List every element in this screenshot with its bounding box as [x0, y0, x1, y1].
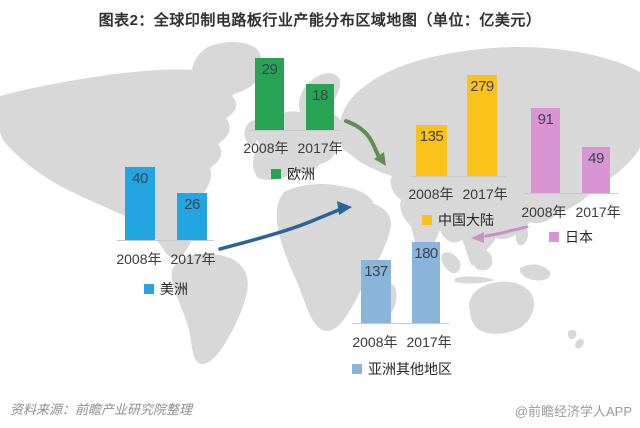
arrowhead-americas-to-asia: [337, 201, 352, 215]
legend-swatch: [549, 232, 559, 242]
year-label-2008: 2008年: [521, 204, 567, 220]
year-labels: 2008年 2017年: [113, 249, 219, 269]
continent-australia: [469, 281, 534, 334]
page-title: 图表2：全球印制电路板行业产能分布区域地图（单位：亿美元）: [98, 12, 542, 29]
bar-value: 137: [364, 263, 388, 280]
legend-label: 亚洲其他地区: [368, 361, 452, 377]
americas-chart-group: 40 26 2008年 2017年 美洲: [113, 167, 219, 297]
arrow-japan-to-china: [484, 225, 529, 238]
year-label-2017: 2017年: [297, 140, 343, 156]
bar-value: 49: [588, 150, 604, 167]
legend-swatch: [422, 215, 432, 225]
china-chart-group: 135 279 2008年 2017年 中国大陆: [406, 75, 510, 230]
bar-value: 279: [470, 78, 494, 95]
year-label-2017: 2017年: [462, 186, 508, 202]
bar-value: 26: [184, 196, 200, 213]
year-label-2017: 2017年: [170, 251, 216, 267]
year-label-2008: 2008年: [116, 251, 162, 267]
year-label-2008: 2008年: [243, 140, 289, 156]
bar-value: 91: [537, 111, 554, 128]
legend-china: 中国大陆: [406, 210, 510, 230]
continent-java: [455, 276, 495, 284]
continent-new-zealand-south: [575, 339, 584, 349]
continent-philippines: [515, 226, 528, 246]
axis-baseline: [524, 193, 618, 194]
legend-label: 欧洲: [287, 166, 315, 182]
data-source-note: 资料来源：前瞻产业研究院整理: [10, 402, 193, 417]
legend-label: 日本: [565, 229, 593, 245]
bar-china-2008: 135: [416, 125, 447, 176]
arrowhead-japan-to-china: [471, 232, 484, 243]
axis-baseline: [248, 130, 341, 131]
arrowhead-europe-to-asia: [374, 152, 386, 166]
bar-value: 180: [414, 245, 438, 262]
continent-new-guinea: [519, 264, 551, 281]
bar-other-asia-2008: 137: [361, 260, 391, 323]
legend-label: 美洲: [160, 281, 188, 297]
legend-other-asia: 亚洲其他地区: [350, 359, 454, 379]
arrow-europe-to-asia: [344, 119, 381, 159]
bar-europe-2017: 18: [306, 84, 334, 130]
legend-europe: 欧洲: [241, 164, 345, 184]
watermark: @前瞻经济学人APP: [514, 404, 632, 419]
bar-value: 18: [312, 87, 328, 104]
axis-baseline: [409, 176, 506, 177]
year-label-2017: 2017年: [575, 204, 621, 220]
bar-europe-2008: 29: [255, 58, 284, 130]
europe-chart-group: 29 18 2008年 2017年 欧洲: [241, 58, 345, 183]
arrow-americas-to-asia: [218, 207, 343, 251]
continent-new-zealand-north: [567, 329, 577, 340]
legend-japan: 日本: [520, 227, 622, 247]
year-label-2008: 2008年: [408, 186, 454, 202]
bar-other-asia-2017: 180: [412, 242, 440, 323]
axis-baseline: [117, 240, 214, 241]
bar-japan-2017: 49: [582, 147, 610, 193]
legend-americas: 美洲: [113, 279, 219, 299]
year-labels: 2008年 2017年: [241, 138, 345, 158]
year-labels: 2008年 2017年: [406, 184, 510, 204]
bar-americas-2017: 26: [177, 193, 207, 240]
continent-south-america: [171, 253, 248, 365]
year-labels: 2008年 2017年: [520, 202, 622, 222]
bar-japan-2008: 91: [531, 108, 560, 193]
bar-value: 40: [132, 170, 148, 187]
japan-chart-group: 91 49 2008年 2017年 日本: [520, 108, 622, 248]
bar-value: 29: [261, 61, 278, 78]
year-label-2008: 2008年: [352, 334, 398, 350]
legend-swatch: [271, 169, 281, 179]
bar-value: 135: [419, 128, 444, 145]
legend-label: 中国大陆: [438, 212, 494, 228]
arrows: [218, 119, 529, 251]
continent-greenland: [191, 42, 262, 96]
year-label-2017: 2017年: [406, 334, 452, 350]
legend-swatch: [352, 364, 362, 374]
continent-borneo: [470, 248, 493, 271]
continent-sumatra: [441, 252, 461, 274]
axis-baseline: [352, 323, 449, 324]
year-labels: 2008年 2017年: [350, 332, 454, 352]
continent-africa: [276, 184, 392, 331]
legend-swatch: [144, 284, 154, 294]
other-asia-chart-group: 137 180 2008年 2017年 亚洲其他地区: [350, 242, 454, 379]
bar-china-2017: 279: [467, 75, 497, 176]
bar-americas-2008: 40: [125, 167, 155, 240]
